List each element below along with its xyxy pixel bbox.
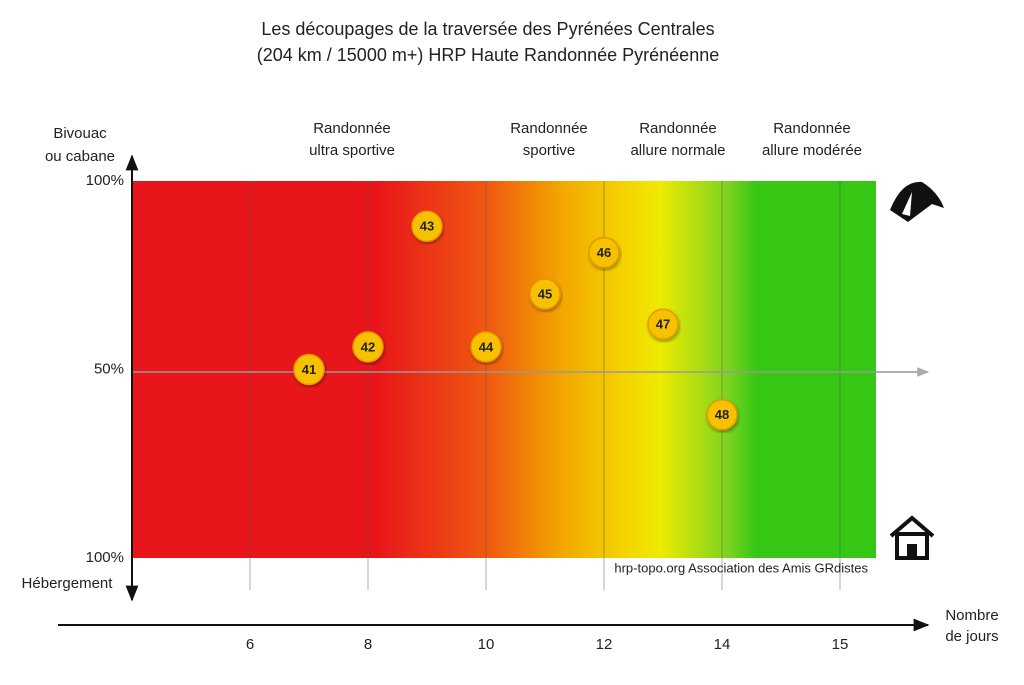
point-label: 47	[656, 317, 670, 332]
point	[411, 210, 443, 242]
zone-label: Randonnée	[313, 120, 391, 137]
plot-background	[132, 181, 876, 558]
zone-label: allure modérée	[762, 142, 862, 159]
x-tick-label: 15	[832, 636, 849, 653]
point-label: 46	[597, 245, 611, 260]
point	[647, 308, 679, 341]
point-label: 43	[420, 219, 434, 234]
point	[588, 236, 620, 269]
x-tick-label: 8	[364, 636, 372, 653]
point-label: 48	[715, 407, 729, 422]
x-label: de jours	[945, 628, 998, 645]
x-tick-label: 6	[246, 636, 254, 653]
point-label: 42	[361, 339, 375, 354]
zone-label: sportive	[523, 142, 576, 159]
y-label: Hébergement	[22, 575, 114, 592]
point	[352, 331, 384, 363]
point-label: 45	[538, 287, 552, 302]
point	[529, 278, 561, 310]
y-tick-label: 50%	[94, 360, 124, 377]
x-tick-label: 14	[714, 636, 731, 653]
zone-label: ultra sportive	[309, 142, 395, 159]
point-label: 41	[302, 362, 316, 377]
tent-icon	[890, 181, 944, 222]
y-label: ou cabane	[45, 148, 115, 165]
point-label: 44	[479, 339, 494, 354]
y-tick-label: 100%	[86, 172, 124, 189]
title: (204 km / 15000 m+) HRP Haute Randonnée …	[257, 45, 719, 65]
x-tick-label: 10	[478, 636, 495, 653]
x-tick-label: 12	[596, 636, 613, 653]
title: Les découpages de la traversée des Pyrén…	[261, 19, 714, 39]
point	[293, 353, 325, 386]
y-tick-label: 100%	[86, 549, 124, 566]
zone-label: Randonnée	[773, 120, 851, 137]
zone-label: Randonnée	[639, 120, 717, 137]
point	[470, 331, 502, 363]
house-icon	[889, 515, 935, 560]
zone-label: allure normale	[630, 142, 725, 159]
point	[706, 398, 738, 431]
zone-label: Randonnée	[510, 120, 588, 137]
x-label: Nombre	[945, 607, 998, 624]
y-label: Bivouac	[53, 125, 107, 142]
credit: hrp-topo.org Association des Amis GRdist…	[614, 560, 868, 575]
